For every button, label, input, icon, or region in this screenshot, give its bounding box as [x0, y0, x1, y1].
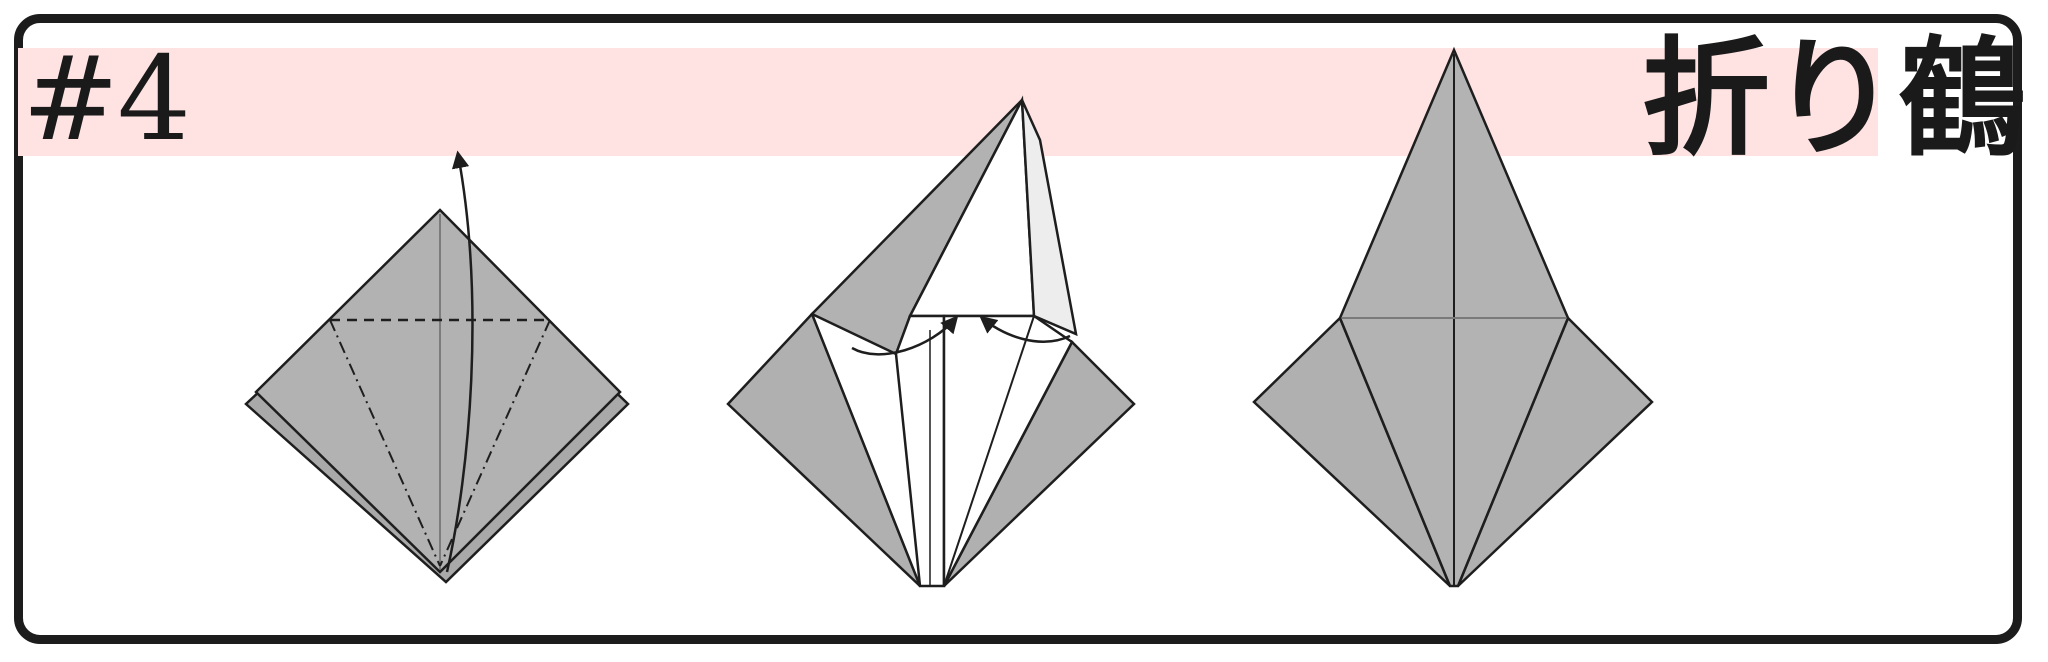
- left-wing: [726, 311, 922, 587]
- step-number: #4: [22, 32, 191, 167]
- fold-step-3: [1252, 46, 1654, 588]
- bird-base-right-crease: [1457, 317, 1569, 587]
- page-title: 折り鶴: [1641, 25, 2026, 174]
- mountain-fold-line-left: [329, 319, 441, 567]
- square-base-front-layer: [254, 208, 622, 574]
- swing-arrow-right: [979, 315, 1071, 343]
- fold-step-2: [726, 95, 1136, 588]
- title-band: [18, 48, 1878, 156]
- mountain-fold-line-right: [439, 319, 551, 567]
- right-wing-crease: [943, 315, 1035, 587]
- left-wing-crease: [811, 313, 921, 587]
- swing-arrow-left: [851, 315, 959, 356]
- bird-base-left-crease: [1339, 317, 1451, 587]
- right-stem-edge: [942, 314, 1074, 587]
- lifted-flap-right-strip: [1020, 99, 1078, 337]
- lift-arrow: [445, 150, 474, 573]
- fold-step-1: [244, 150, 630, 584]
